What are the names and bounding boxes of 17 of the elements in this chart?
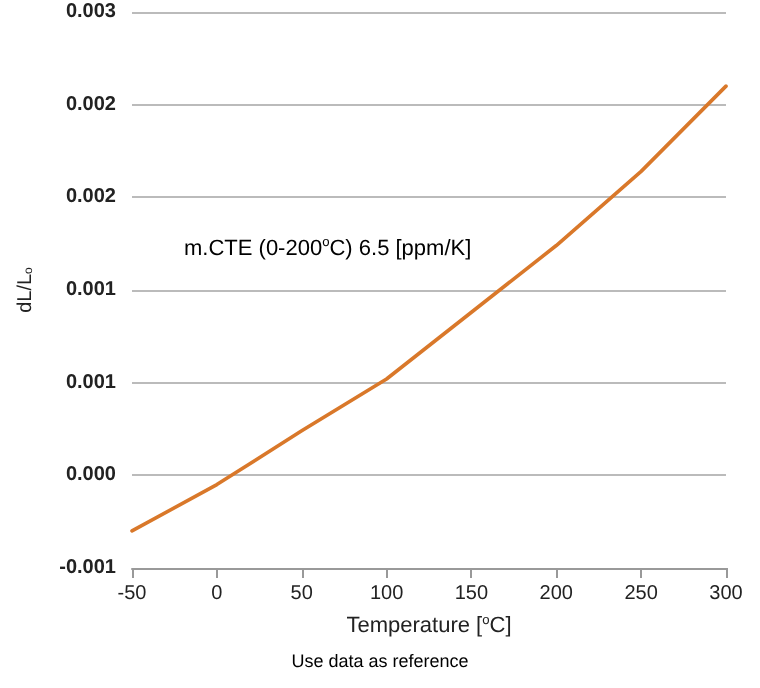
y-tick-label: 0.001: [65, 279, 117, 301]
y-tick-label: 0.002: [65, 93, 117, 116]
y-tick-label: 0.000: [65, 464, 117, 487]
text: Use data as reference: [291, 651, 469, 671]
x-tick-label: -50: [117, 583, 148, 605]
x-tick-label: 300: [709, 583, 744, 605]
x-tick-label: 50: [290, 583, 314, 605]
y-tick-label: 0.003: [65, 1, 117, 23]
x-tick-label: 150: [454, 583, 489, 605]
x-tick-label: 200: [539, 583, 574, 605]
x-tick-label: 0: [211, 583, 224, 605]
x-tick-label: 100: [369, 583, 405, 605]
x-tick-label: 250: [624, 583, 659, 605]
y-tick-label: -0.001: [59, 557, 117, 579]
y-tick-label: 0.002: [65, 186, 117, 209]
y-tick-label: 0.001: [65, 371, 117, 394]
line-series: [130, 84, 728, 533]
